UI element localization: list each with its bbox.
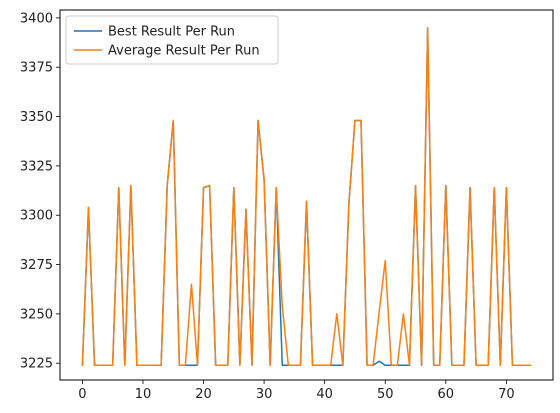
legend: Best Result Per Run Average Result Per R… [65,15,279,65]
legend-label-best: Best Result Per Run [108,25,235,40]
legend-box [65,15,279,65]
series-line-average [81,27,532,366]
y-axis: 3225 3250 3275 3300 3325 3350 3375 3400 [20,11,60,372]
y-tick-label: 3375 [20,61,53,76]
y-tick-label: 3400 [20,11,53,26]
plot-area-frame [59,9,554,381]
legend-label-average: Average Result Per Run [108,44,260,59]
x-tick-label: 20 [195,387,212,402]
x-tick-label: 70 [498,387,515,402]
x-tick-label: 40 [316,387,333,402]
y-tick-label: 3250 [20,307,53,322]
x-tick-label: 10 [135,387,152,402]
y-tick-label: 3275 [20,258,53,273]
x-tick-label: 50 [377,387,394,402]
y-tick-label: 3300 [20,209,53,224]
x-tick-label: 30 [256,387,273,402]
y-tick-label: 3325 [20,159,53,174]
x-tick-label: 60 [438,387,455,402]
x-tick-label: 0 [78,387,86,402]
x-axis: 0 10 20 30 40 50 60 70 [78,380,515,402]
y-tick-label: 3225 [20,357,53,372]
y-tick-label: 3350 [20,110,53,125]
plot-lines [81,27,532,366]
